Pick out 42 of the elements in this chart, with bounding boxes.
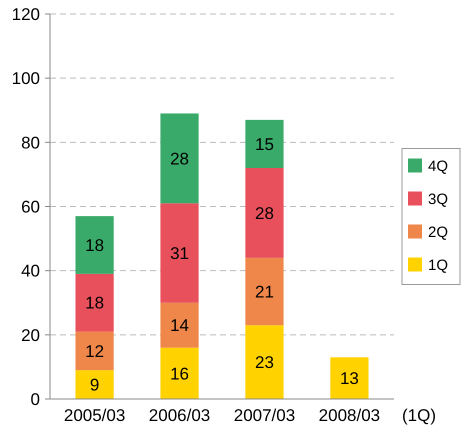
y-tick-label: 20 <box>21 326 40 345</box>
x-tick-label: 2008/03 <box>318 406 380 425</box>
legend-label: 4Q <box>428 158 448 175</box>
data-label: 21 <box>255 282 274 302</box>
x-tick-label: 2005/03 <box>64 406 126 425</box>
bar <box>245 120 284 168</box>
bar <box>245 168 284 258</box>
bar <box>245 325 284 399</box>
data-label: 31 <box>170 244 189 263</box>
data-label: 14 <box>170 316 189 336</box>
legend-label: 3Q <box>428 190 448 208</box>
y-tick-label: 120 <box>12 4 40 24</box>
y-tick-label: 40 <box>21 262 40 281</box>
data-label: 28 <box>170 149 189 168</box>
bar <box>330 357 369 399</box>
bar <box>75 216 114 274</box>
bar <box>75 274 114 332</box>
x-axis-title: (1Q) <box>402 406 436 425</box>
bar <box>160 113 199 204</box>
bar <box>160 302 199 348</box>
y-tick-label: 100 <box>12 69 40 88</box>
legend-label: 1Q <box>428 256 448 274</box>
data-label: 18 <box>85 294 104 313</box>
bar <box>75 332 114 370</box>
bar <box>160 203 199 303</box>
data-label: 15 <box>255 134 274 154</box>
data-label: 18 <box>85 236 104 255</box>
legend-label: 2Q <box>428 224 448 241</box>
y-tick-label: 60 <box>21 197 40 216</box>
bar <box>160 348 199 399</box>
data-label: 23 <box>255 353 274 372</box>
x-tick-label: 2007/03 <box>234 406 296 425</box>
data-label: 28 <box>255 204 274 223</box>
y-tick-label: 80 <box>21 133 40 152</box>
bar <box>75 370 114 399</box>
y-tick-label: 0 <box>30 390 40 409</box>
data-label: 9 <box>90 376 100 395</box>
bar <box>245 258 284 326</box>
x-tick-label: 2006/03 <box>148 406 210 425</box>
data-label: 16 <box>170 364 189 384</box>
data-label: 13 <box>340 369 359 388</box>
data-label: 12 <box>85 342 104 361</box>
